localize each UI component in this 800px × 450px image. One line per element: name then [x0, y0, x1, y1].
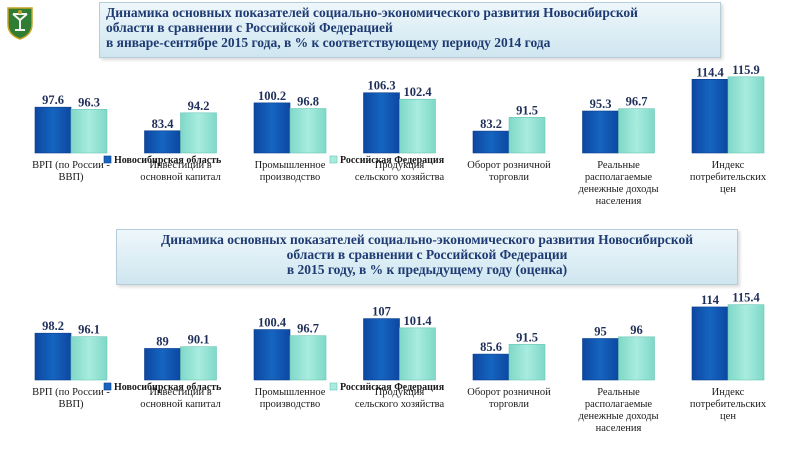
bar-novosibirsk-3	[363, 318, 400, 381]
value-label-russia-5: 96	[630, 323, 643, 337]
category-label-3: Продукция сельского хозяйства	[355, 387, 445, 410]
legend-swatch-novosibirsk	[103, 382, 112, 391]
value-label-russia-3: 102.4	[403, 85, 432, 99]
value-label-novosibirsk-4: 85.6	[480, 340, 502, 354]
value-label-novosibirsk-3: 107	[372, 305, 391, 319]
value-label-russia-0: 96.1	[78, 323, 100, 337]
bar-novosibirsk-5	[582, 338, 619, 381]
value-label-russia-1: 90.1	[188, 333, 210, 347]
bar-russia-3	[399, 327, 436, 381]
bar-novosibirsk-0	[34, 332, 72, 381]
value-label-novosibirsk-1: 89	[156, 334, 169, 348]
chart-1-title: Динамика основных показателей социально-…	[99, 2, 721, 58]
value-label-russia-2: 96.7	[297, 322, 319, 336]
bar-russia-1	[180, 346, 217, 381]
bar-novosibirsk-3	[363, 92, 400, 154]
category-label-6: Индекс потребительских цен	[690, 160, 767, 195]
value-label-russia-6: 115.4	[732, 291, 760, 305]
bar-russia-3	[399, 98, 436, 154]
value-label-novosibirsk-4: 83.2	[480, 117, 502, 131]
legend-swatch-novosibirsk	[103, 155, 112, 164]
bar-russia-4	[508, 344, 546, 381]
bar-novosibirsk-6	[691, 78, 729, 154]
bar-novosibirsk-4	[472, 353, 510, 381]
chart-2-title-line-2: области в сравнении с Российской Федерац…	[286, 247, 568, 262]
bar-russia-1	[180, 112, 217, 154]
bar-russia-2	[289, 335, 327, 381]
chart-2: 98.2 96.1 ВРП (по России -ВВП) 89 90.1 Инвест…	[32, 291, 767, 434]
value-label-russia-0: 96.3	[78, 95, 100, 109]
bar-novosibirsk-0	[34, 106, 72, 154]
chart-1-title-line-2: области в сравнении с Российской Федерац…	[106, 20, 393, 35]
category-label-5: Реальные располагаемые денежные доходы насе…	[578, 387, 658, 434]
bar-novosibirsk-1	[144, 130, 181, 154]
category-label-3: Продукция сельского хозяйства	[355, 160, 445, 183]
legend-label-novosibirsk: Новосибирская область	[114, 382, 222, 393]
value-label-novosibirsk-2: 100.4	[258, 316, 287, 330]
value-label-novosibirsk-5: 95	[594, 325, 607, 339]
category-label-1: Инвестиции в основной капитал	[140, 160, 221, 183]
value-label-russia-4: 91.5	[516, 103, 538, 117]
value-label-novosibirsk-6: 114.4	[696, 65, 724, 79]
value-label-novosibirsk-0: 98.2	[42, 319, 64, 333]
category-label-4: Оборот розничной торговли	[467, 387, 551, 410]
value-label-novosibirsk-3: 106.3	[367, 79, 395, 93]
category-label-5: Реальные располагаемые денежные доходы насе…	[578, 160, 658, 207]
bar-russia-6	[727, 76, 765, 154]
chart-2-title: Динамика основных показателей социально-…	[116, 229, 738, 285]
bar-russia-5	[618, 336, 655, 381]
value-label-russia-2: 96.8	[297, 95, 319, 109]
chart-2-title-line-1: Динамика основных показателей социально-…	[161, 232, 693, 247]
category-label-2: Промышленное производство	[255, 160, 326, 183]
category-label-6: Индекс потребительских цен	[690, 387, 767, 422]
value-label-russia-3: 101.4	[403, 314, 432, 328]
value-label-russia-4: 91.5	[516, 330, 538, 344]
bar-novosibirsk-1	[144, 348, 181, 381]
value-label-novosibirsk-0: 97.6	[42, 93, 64, 107]
value-label-russia-5: 96.7	[626, 95, 648, 109]
bar-russia-4	[508, 117, 546, 154]
novosibirsk-coat-of-arms-icon	[7, 7, 33, 40]
category-label-2: Промышленное производство	[255, 387, 326, 410]
value-label-novosibirsk-6: 114	[701, 293, 720, 307]
value-label-novosibirsk-1: 83.4	[152, 117, 175, 131]
category-label-0: ВРП (по России -ВВП)	[32, 387, 110, 410]
legend-swatch-russia	[329, 382, 338, 391]
value-label-novosibirsk-2: 100.2	[258, 89, 286, 103]
bar-russia-5	[618, 108, 655, 154]
value-label-russia-1: 94.2	[188, 99, 210, 113]
value-label-russia-6: 115.9	[732, 63, 759, 77]
value-label-novosibirsk-5: 95.3	[590, 97, 612, 111]
legend-label-russia: Российская Федерация	[340, 155, 445, 166]
bar-russia-6	[727, 304, 765, 381]
bar-russia-2	[289, 108, 327, 154]
chart-2-title-line-3: в 2015 году, в % к предыдущему году (оце…	[286, 262, 568, 277]
chart-1: 97.6 96.3 ВРП (по России -ВВП) 83.4 94.2 Инве…	[32, 63, 767, 207]
bar-russia-0	[70, 109, 108, 154]
bar-novosibirsk-2	[253, 329, 291, 381]
legend-label-russia: Российская Федерация	[340, 382, 445, 393]
chart-1-title-line-3: в январе-сентябре 2015 года, в % к соотв…	[106, 35, 551, 50]
category-label-0: ВРП (по России -ВВП)	[32, 160, 110, 183]
category-label-1: Инвестиции в основной капитал	[140, 387, 221, 410]
bar-novosibirsk-4	[472, 130, 510, 154]
bar-novosibirsk-5	[582, 110, 619, 154]
legend-label-novosibirsk: Новосибирская область	[114, 155, 222, 166]
legend-swatch-russia	[329, 155, 338, 164]
bar-novosibirsk-6	[691, 306, 729, 381]
bar-novosibirsk-2	[253, 102, 291, 154]
bar-russia-0	[70, 336, 108, 381]
category-label-4: Оборот розничной торговли	[467, 160, 551, 183]
chart-1-title-line-1: Динамика основных показателей социально-…	[106, 5, 638, 20]
